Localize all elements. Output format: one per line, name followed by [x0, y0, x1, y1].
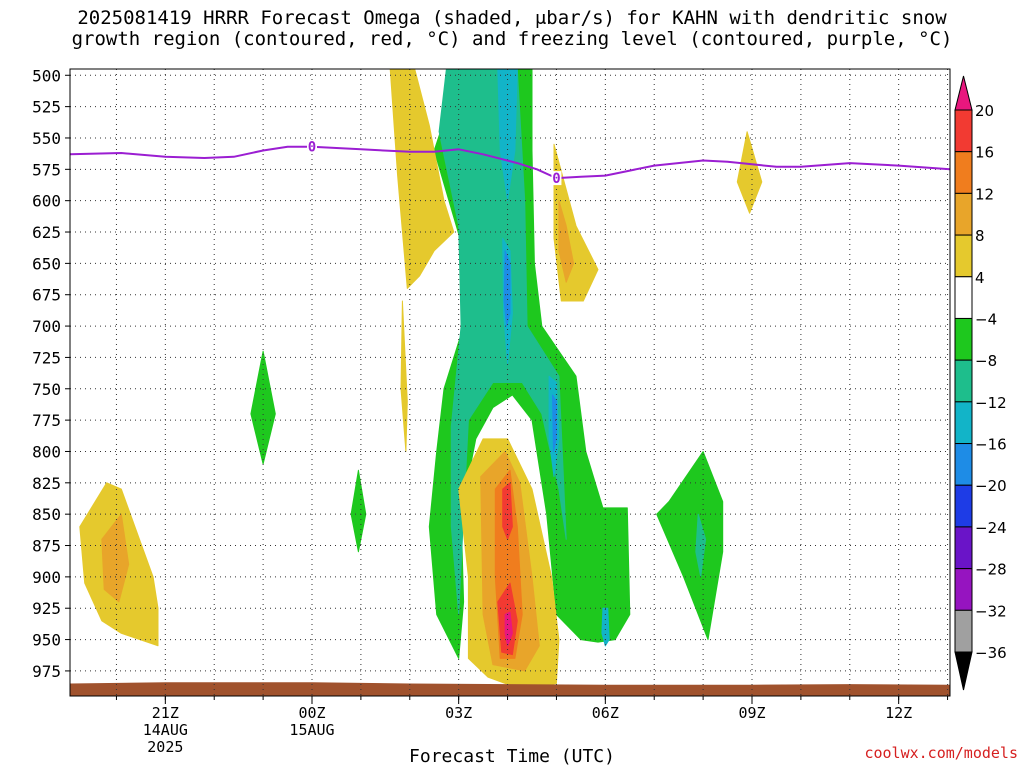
- omega-positive: [558, 200, 575, 283]
- ground-surface: [70, 682, 950, 696]
- y-tick-label: 500: [32, 66, 61, 85]
- x-tick-label: 03Z: [445, 704, 472, 722]
- y-tick-label: 525: [32, 98, 61, 117]
- y-tick-label: 975: [32, 662, 61, 681]
- x-tick-year: 2025: [147, 738, 183, 756]
- colorbar-bin: [954, 526, 973, 570]
- colorbar-label: −36: [975, 644, 1007, 662]
- x-tick-date: 15AUG: [289, 721, 334, 739]
- colorbar-label: −28: [975, 561, 1007, 579]
- x-tick-date: 14AUG: [143, 721, 188, 739]
- x-tick-label: 09Z: [738, 704, 765, 722]
- x-tick-label: 00Z: [298, 704, 325, 722]
- colorbar-label: −8: [975, 352, 997, 370]
- y-tick-label: 775: [32, 411, 61, 430]
- colorbar-label: 16: [975, 144, 994, 162]
- omega-negative-column: [601, 607, 610, 647]
- omega-negative-small: [250, 350, 276, 465]
- colorbar-bin: [954, 609, 973, 653]
- omega-negative-small: [350, 469, 367, 553]
- y-tick-label: 550: [32, 129, 61, 148]
- y-tick-label: 700: [32, 317, 61, 336]
- chart-title-line1: 2025081419 HRRR Forecast Omega (shaded, …: [77, 7, 947, 29]
- colorbar-label: −16: [975, 436, 1007, 454]
- colorbar-label: −4: [975, 310, 997, 328]
- omega-colorbar: 20 16 12 8 4 −4 −8 −12 −16 −20 −24 −28 −32 −36: [954, 75, 1007, 691]
- y-tick-label: 625: [32, 223, 61, 242]
- colorbar-bin: [954, 109, 973, 153]
- grid-layer: [70, 69, 950, 696]
- colorbar-label: 8: [975, 227, 985, 245]
- colorbar-label: 20: [975, 102, 994, 120]
- y-axis-ticks: 500 525 550 575 600 625 650 675 700 725 750 775 800 8…: [32, 66, 70, 681]
- x-tick-label: 06Z: [592, 704, 619, 722]
- y-tick-label: 725: [32, 348, 61, 367]
- y-tick-label: 825: [32, 474, 61, 493]
- omega-negative-column: [503, 250, 511, 327]
- colorbar-bin: [954, 443, 973, 486]
- colorbar-bin: [954, 484, 973, 528]
- x-tick-label: 12Z: [885, 704, 912, 722]
- y-tick-label: 750: [32, 380, 61, 399]
- omega-positive: [502, 482, 513, 540]
- chart-title: 2025081419 HRRR Forecast Omega (shaded, …: [0, 8, 1024, 50]
- y-tick-label: 875: [32, 537, 61, 556]
- y-tick-label: 950: [32, 631, 61, 650]
- omega-positive: [101, 513, 130, 603]
- colorbar-label: −24: [975, 519, 1007, 537]
- y-tick-label: 650: [32, 254, 61, 273]
- x-axis-label: Forecast Time (UTC): [409, 746, 615, 767]
- colorbar-label: −12: [975, 394, 1007, 412]
- colorbar-bin: [954, 192, 973, 236]
- omega-negative-small: [656, 451, 724, 641]
- colorbar-top-arrow: [954, 75, 973, 111]
- freezing-level-label-bg: [551, 171, 562, 186]
- plot-frame: [69, 68, 951, 697]
- y-tick-label: 850: [32, 505, 61, 524]
- colorbar-bin: [954, 276, 973, 319]
- colorbar-bin: [954, 151, 973, 194]
- colorbar-bottom-arrow: [954, 651, 973, 691]
- freezing-level-layer: 00: [69, 139, 951, 187]
- y-tick-label: 675: [32, 286, 61, 305]
- freezing-level-label-bg: [307, 139, 317, 154]
- y-tick-label: 900: [32, 568, 61, 587]
- freezing-level-label: 0: [308, 140, 316, 156]
- colorbar-bin: [954, 234, 973, 278]
- freezing-level-label: 0: [552, 171, 560, 187]
- colorbar-label: −32: [975, 602, 1007, 620]
- colorbar-bin: [954, 401, 973, 445]
- colorbar-bin: [954, 359, 973, 403]
- colorbar-label: −20: [975, 477, 1007, 495]
- chart-title-line2: growth region (contoured, red, °C) and f…: [71, 28, 953, 50]
- omega-positive: [400, 300, 408, 452]
- colorbar-bin: [954, 317, 973, 361]
- ground-layer: [70, 682, 950, 696]
- site-credit-link[interactable]: coolwx.com/models: [864, 744, 1018, 762]
- y-tick-label: 800: [32, 442, 61, 461]
- freezing-level-line: [69, 145, 951, 180]
- omega-positive: [389, 68, 455, 289]
- omega-shading-layer: [79, 68, 763, 691]
- colorbar-bin: [954, 568, 973, 611]
- y-tick-label: 925: [32, 599, 61, 618]
- y-tick-label: 600: [32, 192, 61, 211]
- colorbar-label: 12: [975, 185, 994, 203]
- x-tick-label: 21Z: [152, 704, 179, 722]
- y-tick-label: 575: [32, 160, 61, 179]
- colorbar-label: 4: [975, 269, 985, 287]
- omega-negative-column: [552, 394, 557, 452]
